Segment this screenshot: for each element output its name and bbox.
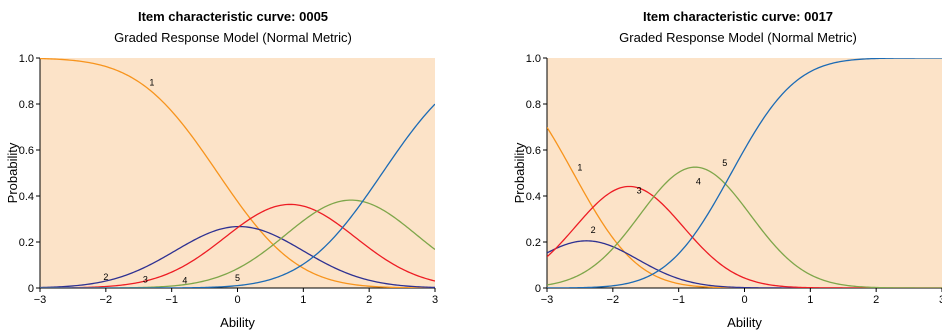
x-axis-label: Ability xyxy=(220,315,255,330)
x-tick-label: −2 xyxy=(607,294,620,306)
curves xyxy=(40,58,435,288)
x-tick-label: 1 xyxy=(807,294,813,306)
y-tick-label: 0.2 xyxy=(19,237,34,249)
curve-category-2 xyxy=(40,225,435,288)
x-tick-label: 0 xyxy=(234,294,240,306)
x-tick-label: 3 xyxy=(939,294,942,306)
y-tick-label: 0 xyxy=(28,283,34,295)
y-tick-label: 1.0 xyxy=(526,53,541,65)
y-axis-label: Probability xyxy=(5,142,20,203)
x-tick-label: 0 xyxy=(741,294,747,306)
curve-label-5: 5 xyxy=(722,158,727,168)
curve-label-4: 4 xyxy=(182,275,187,285)
x-tick-label: 3 xyxy=(432,294,438,306)
x-tick-label: −3 xyxy=(541,294,554,306)
y-tick-label: 0.6 xyxy=(526,145,541,157)
x-tick-label: −1 xyxy=(672,294,685,306)
plot-area xyxy=(547,58,942,288)
x-axis-label: Ability xyxy=(727,315,762,330)
curve-category-5 xyxy=(40,103,435,288)
curve-label-3: 3 xyxy=(637,186,642,196)
curve-label-3: 3 xyxy=(143,274,148,284)
curve-category-2 xyxy=(547,240,942,288)
chart-item-0005: Item characteristic curve: 0005 Graded Re… xyxy=(5,9,438,330)
curve-label-5: 5 xyxy=(235,273,240,283)
x-tick-label: −2 xyxy=(100,294,113,306)
plot-area xyxy=(40,58,435,288)
y-tick-label: 0.8 xyxy=(19,99,34,111)
curve-category-4 xyxy=(547,166,942,288)
chart-subtitle: Graded Response Model (Normal Metric) xyxy=(619,30,857,45)
y-axis-label: Probability xyxy=(512,142,527,203)
x-tick-label: 2 xyxy=(873,294,879,306)
x-tick-label: 1 xyxy=(300,294,306,306)
curve-category-3 xyxy=(40,203,435,288)
chart-title: Item characteristic curve: 0017 xyxy=(643,9,833,24)
y-tick-label: 0.8 xyxy=(526,99,541,111)
y-tick-label: 1.0 xyxy=(19,53,34,65)
y-tick-label: 0.2 xyxy=(526,237,541,249)
chart-item-0017: Item characteristic curve: 0017 Graded Re… xyxy=(512,9,942,330)
curve-category-1 xyxy=(40,58,435,288)
chart-title: Item characteristic curve: 0005 xyxy=(138,9,328,24)
curve-label-1: 1 xyxy=(149,78,154,88)
curve-label-2: 2 xyxy=(103,272,108,282)
y-tick-label: 0 xyxy=(535,283,541,295)
y-tick-label: 0.4 xyxy=(19,191,34,203)
curve-category-5 xyxy=(547,58,942,288)
x-tick-label: −1 xyxy=(165,294,178,306)
x-tick-label: −3 xyxy=(34,294,47,306)
curve-label-2: 2 xyxy=(591,225,596,235)
x-tick-label: 2 xyxy=(366,294,372,306)
curve-label-1: 1 xyxy=(577,163,582,173)
y-tick-label: 0.4 xyxy=(526,191,541,203)
curves xyxy=(547,58,942,288)
chart-subtitle: Graded Response Model (Normal Metric) xyxy=(114,30,352,45)
curve-label-4: 4 xyxy=(696,177,701,187)
y-tick-label: 0.6 xyxy=(19,145,34,157)
curve-category-3 xyxy=(547,185,942,288)
